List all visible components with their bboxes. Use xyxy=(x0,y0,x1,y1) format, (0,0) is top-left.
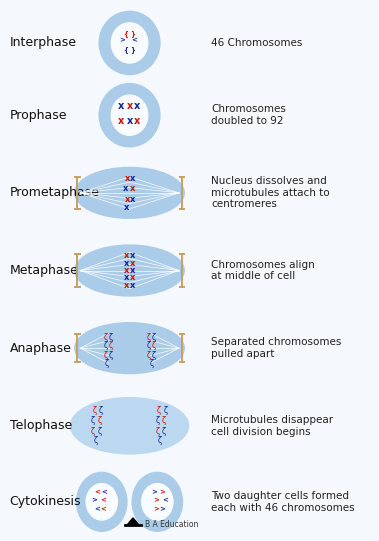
Text: x: x xyxy=(124,266,129,275)
Text: >: > xyxy=(91,497,97,503)
Ellipse shape xyxy=(70,398,189,454)
Text: x: x xyxy=(123,184,128,193)
Text: >: > xyxy=(153,497,159,503)
Text: x: x xyxy=(127,116,133,126)
Text: x: x xyxy=(134,101,140,110)
Text: Separated chromosomes
pulled apart: Separated chromosomes pulled apart xyxy=(211,338,341,359)
Text: }: } xyxy=(130,30,135,37)
Text: ζ: ζ xyxy=(97,416,102,425)
Text: ζ: ζ xyxy=(103,333,107,342)
Text: Prometaphase: Prometaphase xyxy=(10,186,100,200)
Text: Microtubules disappear
cell division begins: Microtubules disappear cell division beg… xyxy=(211,415,333,437)
Text: x: x xyxy=(124,281,129,290)
Ellipse shape xyxy=(99,11,160,75)
Text: x: x xyxy=(125,195,130,204)
Text: ζ: ζ xyxy=(156,416,160,425)
Text: Prophase: Prophase xyxy=(10,109,67,122)
Text: x: x xyxy=(130,195,136,204)
Text: x: x xyxy=(130,251,136,260)
Text: }: } xyxy=(130,46,135,53)
Ellipse shape xyxy=(142,484,173,520)
Text: Telophase: Telophase xyxy=(10,419,72,432)
Text: ζ: ζ xyxy=(147,351,151,360)
Text: <: < xyxy=(100,497,106,503)
Text: ζ: ζ xyxy=(92,406,97,415)
Text: {: { xyxy=(123,46,128,53)
Text: ζ: ζ xyxy=(163,406,168,415)
Text: ζ: ζ xyxy=(105,359,109,368)
Text: Anaphase: Anaphase xyxy=(10,341,72,355)
Text: ζ: ζ xyxy=(150,359,154,368)
Text: Interphase: Interphase xyxy=(10,36,77,49)
Text: x: x xyxy=(118,116,124,126)
Text: <: < xyxy=(100,506,106,512)
Text: x: x xyxy=(130,184,135,193)
Text: ζ: ζ xyxy=(108,351,113,360)
Text: ζ: ζ xyxy=(97,427,102,436)
Text: ζ: ζ xyxy=(156,427,160,436)
Text: x: x xyxy=(124,203,130,213)
Text: x: x xyxy=(130,266,136,275)
Ellipse shape xyxy=(86,484,117,520)
Ellipse shape xyxy=(99,84,160,147)
Text: Cytokinesis: Cytokinesis xyxy=(10,496,81,509)
Text: >: > xyxy=(120,37,125,43)
Text: ζ: ζ xyxy=(152,341,156,351)
Ellipse shape xyxy=(75,167,184,219)
Text: ζ: ζ xyxy=(108,341,113,351)
Text: B A Education: B A Education xyxy=(145,520,199,529)
Text: Two daughter cells formed
each with 46 chromosomes: Two daughter cells formed each with 46 c… xyxy=(211,491,355,513)
Text: x: x xyxy=(127,101,133,110)
Text: x: x xyxy=(124,259,129,267)
Text: ζ: ζ xyxy=(99,406,103,415)
Text: <: < xyxy=(131,37,137,43)
Text: Chromosomes
doubled to 92: Chromosomes doubled to 92 xyxy=(211,104,286,126)
Text: {: { xyxy=(123,30,128,37)
Text: x: x xyxy=(130,174,136,183)
Ellipse shape xyxy=(75,245,184,296)
Text: ζ: ζ xyxy=(147,333,151,342)
Ellipse shape xyxy=(111,95,148,135)
Text: >: > xyxy=(152,489,158,495)
Text: <: < xyxy=(94,489,100,495)
Text: ζ: ζ xyxy=(103,341,107,351)
Text: x: x xyxy=(124,274,129,282)
Text: ζ: ζ xyxy=(108,333,113,342)
Text: <: < xyxy=(162,497,168,503)
Text: <: < xyxy=(102,489,108,495)
Polygon shape xyxy=(127,518,139,525)
Text: ζ: ζ xyxy=(152,351,156,360)
Text: ζ: ζ xyxy=(91,416,95,425)
Text: x: x xyxy=(130,259,136,267)
Text: <: < xyxy=(94,506,100,512)
Text: ζ: ζ xyxy=(94,436,97,445)
Text: ζ: ζ xyxy=(91,427,95,436)
Text: >: > xyxy=(159,489,165,495)
Text: ζ: ζ xyxy=(162,416,166,425)
Ellipse shape xyxy=(75,322,184,374)
Text: x: x xyxy=(130,274,136,282)
Ellipse shape xyxy=(77,472,127,531)
Text: 46 Chromosomes: 46 Chromosomes xyxy=(211,38,302,48)
Text: Nucleus dissolves and
microtubules attach to
centromeres: Nucleus dissolves and microtubules attac… xyxy=(211,176,330,209)
Text: ζ: ζ xyxy=(157,406,161,415)
Ellipse shape xyxy=(132,472,183,531)
Text: >: > xyxy=(153,506,159,512)
Text: x: x xyxy=(125,174,130,183)
Text: x: x xyxy=(134,116,140,126)
Text: ζ: ζ xyxy=(147,341,151,351)
Text: ζ: ζ xyxy=(162,427,166,436)
Text: x: x xyxy=(118,101,124,110)
Text: x: x xyxy=(124,251,129,260)
Text: x: x xyxy=(130,281,136,290)
Text: Chromosomes align
at middle of cell: Chromosomes align at middle of cell xyxy=(211,260,315,281)
Ellipse shape xyxy=(111,23,148,63)
Text: ζ: ζ xyxy=(103,351,107,360)
Text: >: > xyxy=(159,506,165,512)
Text: ζ: ζ xyxy=(152,333,156,342)
Text: Metaphase: Metaphase xyxy=(10,264,78,277)
Text: ζ: ζ xyxy=(158,436,162,445)
